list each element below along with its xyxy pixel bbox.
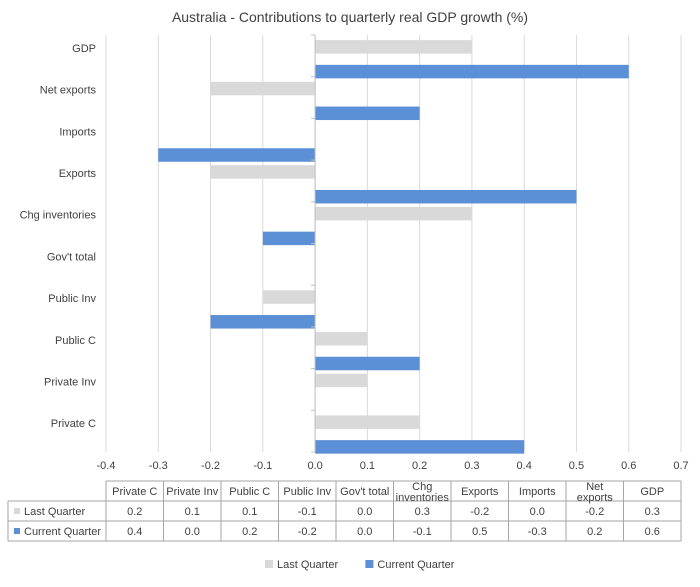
- table-value-cell: -0.1: [298, 506, 317, 518]
- table-header-line: Exports: [461, 486, 499, 498]
- table-value-cell: 0.1: [242, 506, 257, 518]
- table-header-cell: Public C: [229, 486, 270, 498]
- table-header-cell: Exports: [461, 486, 499, 498]
- table-header-line: Private Inv: [166, 486, 218, 498]
- table-value-cell: 0.5: [472, 526, 487, 538]
- bars: [158, 40, 629, 454]
- table-value-cell: 0.1: [185, 506, 200, 518]
- table-value-cell: 0.6: [645, 526, 660, 538]
- bar-current-quarter: [315, 106, 420, 121]
- chart-title: Australia - Contributions to quarterly r…: [172, 9, 528, 25]
- table-header-cell: Private C: [112, 486, 157, 498]
- category-label: Net exports: [40, 85, 97, 97]
- table-value-cell: -0.2: [585, 506, 604, 518]
- x-tick-labels: -0.4 -0.3 -0.2 -0.1 0.0 0.1 0.2 0.3 0.4 0.5 0.6 0.7: [97, 460, 689, 472]
- bar-last-quarter: [210, 165, 316, 179]
- x-tick-label: 0.4: [517, 460, 532, 472]
- table-series-name: Current Quarter: [24, 526, 101, 538]
- table-header-line: Imports: [519, 486, 556, 498]
- bar-last-quarter: [315, 332, 368, 346]
- bar-current-quarter: [315, 440, 525, 454]
- x-tick-label: 0.3: [464, 460, 479, 472]
- table-header-cell: Chg inventories: [396, 481, 450, 504]
- bar-current-quarter: [210, 315, 316, 329]
- table-value-cell: -0.2: [298, 526, 317, 538]
- table-value-cell: -0.1: [413, 526, 432, 538]
- grid-lines: [105, 35, 682, 452]
- category-label: GDP: [72, 43, 96, 55]
- x-tick-label: 0.1: [360, 460, 375, 472]
- category-label: Public Inv: [48, 293, 96, 305]
- x-tick-label: 0.5: [569, 460, 584, 472]
- category-label: Exports: [59, 168, 97, 180]
- table-header-line: Private C: [112, 486, 157, 498]
- table-value-cell: 0.4: [127, 526, 142, 538]
- legend-swatch: [265, 560, 273, 568]
- category-label: Public C: [55, 335, 96, 347]
- category-label: Private Inv: [44, 376, 96, 388]
- table-value-cell: 0.0: [530, 506, 545, 518]
- category-label: Chg inventories: [20, 210, 97, 222]
- x-tick-label: -0.4: [97, 460, 116, 472]
- x-tick-label: 0.2: [412, 460, 427, 472]
- category-label: Private C: [51, 418, 96, 430]
- bar-current-quarter: [315, 189, 577, 204]
- table-header-line: Public Inv: [283, 486, 331, 498]
- x-tick-label: 0.6: [621, 460, 636, 472]
- bar-last-quarter: [315, 415, 420, 429]
- legend-swatch: [365, 560, 374, 568]
- table-series-name: Last Quarter: [24, 506, 85, 518]
- bar-last-quarter: [315, 206, 472, 221]
- table-value-cell: 0.2: [127, 506, 142, 518]
- table-header-cell: Public Inv: [283, 486, 331, 498]
- bar-current-quarter: [262, 231, 316, 246]
- category-labels: Private C Private Inv Public C Public Inv Go…: [20, 43, 97, 430]
- table-header-line: Public C: [229, 486, 270, 498]
- legend-label: Last Quarter: [277, 559, 338, 571]
- table-header-cell: Private Inv: [166, 486, 218, 498]
- table-value-cell: 0.2: [587, 526, 602, 538]
- table-legend-key: [14, 528, 20, 534]
- x-tick-label: -0.2: [201, 460, 220, 472]
- category-label: Gov't total: [47, 251, 96, 263]
- table-value-cell: 0.2: [242, 526, 257, 538]
- table-value-cell: 0.0: [357, 526, 372, 538]
- category-label: Imports: [59, 126, 96, 138]
- table-value-cell: -0.3: [528, 526, 547, 538]
- table-value-cell: -0.2: [470, 506, 489, 518]
- table-header-line: exports: [577, 492, 614, 504]
- bar-last-quarter: [262, 290, 316, 304]
- table-header-line: inventories: [396, 492, 450, 504]
- table-value-cell: 0.0: [185, 526, 200, 538]
- table-header-cell: Net exports: [577, 481, 614, 504]
- table-value-cell: 0.3: [415, 506, 430, 518]
- bar-last-quarter: [210, 81, 316, 96]
- table-legend-key: [14, 508, 20, 514]
- legend-label: Current Quarter: [377, 559, 454, 571]
- data-table: Private C Private Inv Public C Public Inv Go…: [7, 480, 682, 542]
- x-tick-label: 0.0: [307, 460, 322, 472]
- bar-current-quarter: [315, 64, 629, 79]
- bar-current-quarter: [315, 356, 420, 371]
- table-header-cell: GDP: [640, 486, 664, 498]
- table-value-cell: 0.0: [357, 506, 372, 518]
- bar-current-quarter: [158, 148, 316, 162]
- legend: Last Quarter Current Quarter: [265, 559, 455, 571]
- table-header-line: Net: [586, 481, 603, 493]
- table-header-cell: Gov't total: [340, 486, 389, 498]
- table-header-line: Chg: [412, 481, 432, 493]
- table-header-line: Gov't total: [340, 486, 389, 498]
- x-tick-label: -0.1: [253, 460, 272, 472]
- x-tick-label: -0.3: [149, 460, 168, 472]
- x-tick-label: 0.7: [673, 460, 688, 472]
- bar-last-quarter: [315, 373, 368, 388]
- axes: [311, 34, 316, 453]
- table-header-line: GDP: [640, 486, 664, 498]
- table-header-cell: Imports: [519, 486, 556, 498]
- bar-last-quarter: [315, 40, 472, 54]
- table-value-cell: 0.3: [645, 506, 660, 518]
